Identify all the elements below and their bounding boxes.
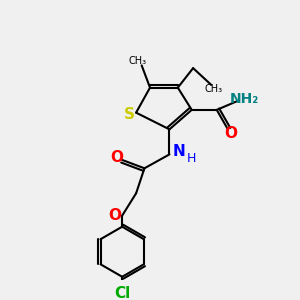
Text: H: H: [187, 152, 196, 165]
Text: CH₃: CH₃: [205, 84, 223, 94]
Text: O: O: [110, 150, 123, 165]
Text: O: O: [224, 126, 237, 141]
Text: NH₂: NH₂: [230, 92, 259, 106]
Text: S: S: [124, 106, 135, 122]
Text: CH₃: CH₃: [128, 56, 146, 66]
Text: O: O: [109, 208, 122, 223]
Text: Cl: Cl: [114, 286, 130, 300]
Text: N: N: [173, 144, 186, 159]
